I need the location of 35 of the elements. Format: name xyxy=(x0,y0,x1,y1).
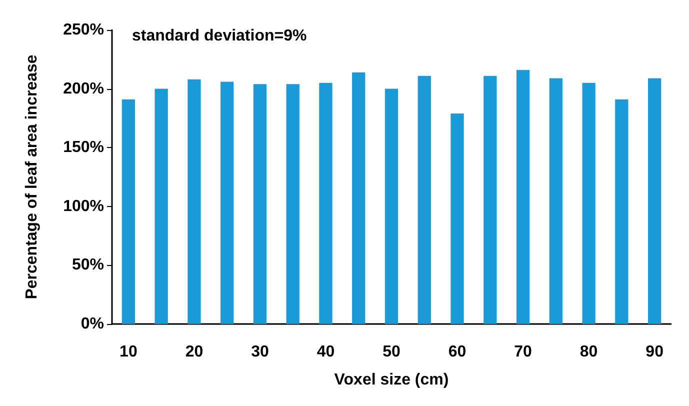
y-tick-label: 250% xyxy=(63,22,104,38)
bar xyxy=(450,113,464,324)
bar xyxy=(516,70,530,324)
x-tick-label: 40 xyxy=(316,344,335,360)
y-tick-label: 200% xyxy=(63,80,104,98)
bar xyxy=(253,84,267,324)
x-tick-label: 70 xyxy=(514,344,532,360)
bar xyxy=(384,88,398,324)
bar xyxy=(582,82,596,324)
bar xyxy=(484,76,497,324)
bar xyxy=(319,82,332,324)
x-tick-label: 50 xyxy=(382,344,400,360)
bar xyxy=(418,76,431,324)
bar xyxy=(648,78,662,324)
x-tick-label: 80 xyxy=(580,344,598,360)
annotation: standard deviation=9% xyxy=(132,28,307,44)
x-tick-label: 10 xyxy=(120,344,138,360)
bar xyxy=(352,72,366,324)
x-axis-title: Voxel size (cm) xyxy=(334,372,449,388)
y-tick-label: 0% xyxy=(80,316,104,332)
x-tick-label: 20 xyxy=(185,344,204,360)
bar xyxy=(220,82,234,324)
y-axis-title: Percentage of leaf area increase xyxy=(24,54,40,300)
bar xyxy=(286,84,300,324)
bar xyxy=(154,88,168,324)
bar xyxy=(122,99,136,324)
x-tick-label: 90 xyxy=(646,344,664,360)
x-tick-label: 60 xyxy=(448,344,466,360)
bar xyxy=(188,79,201,324)
x-tick-label: 30 xyxy=(251,344,269,360)
bar xyxy=(615,99,628,324)
y-tick-label: 150% xyxy=(63,139,104,156)
y-tick-label: 50% xyxy=(72,256,104,274)
bar xyxy=(549,78,562,324)
y-tick-label: 100% xyxy=(63,198,104,215)
